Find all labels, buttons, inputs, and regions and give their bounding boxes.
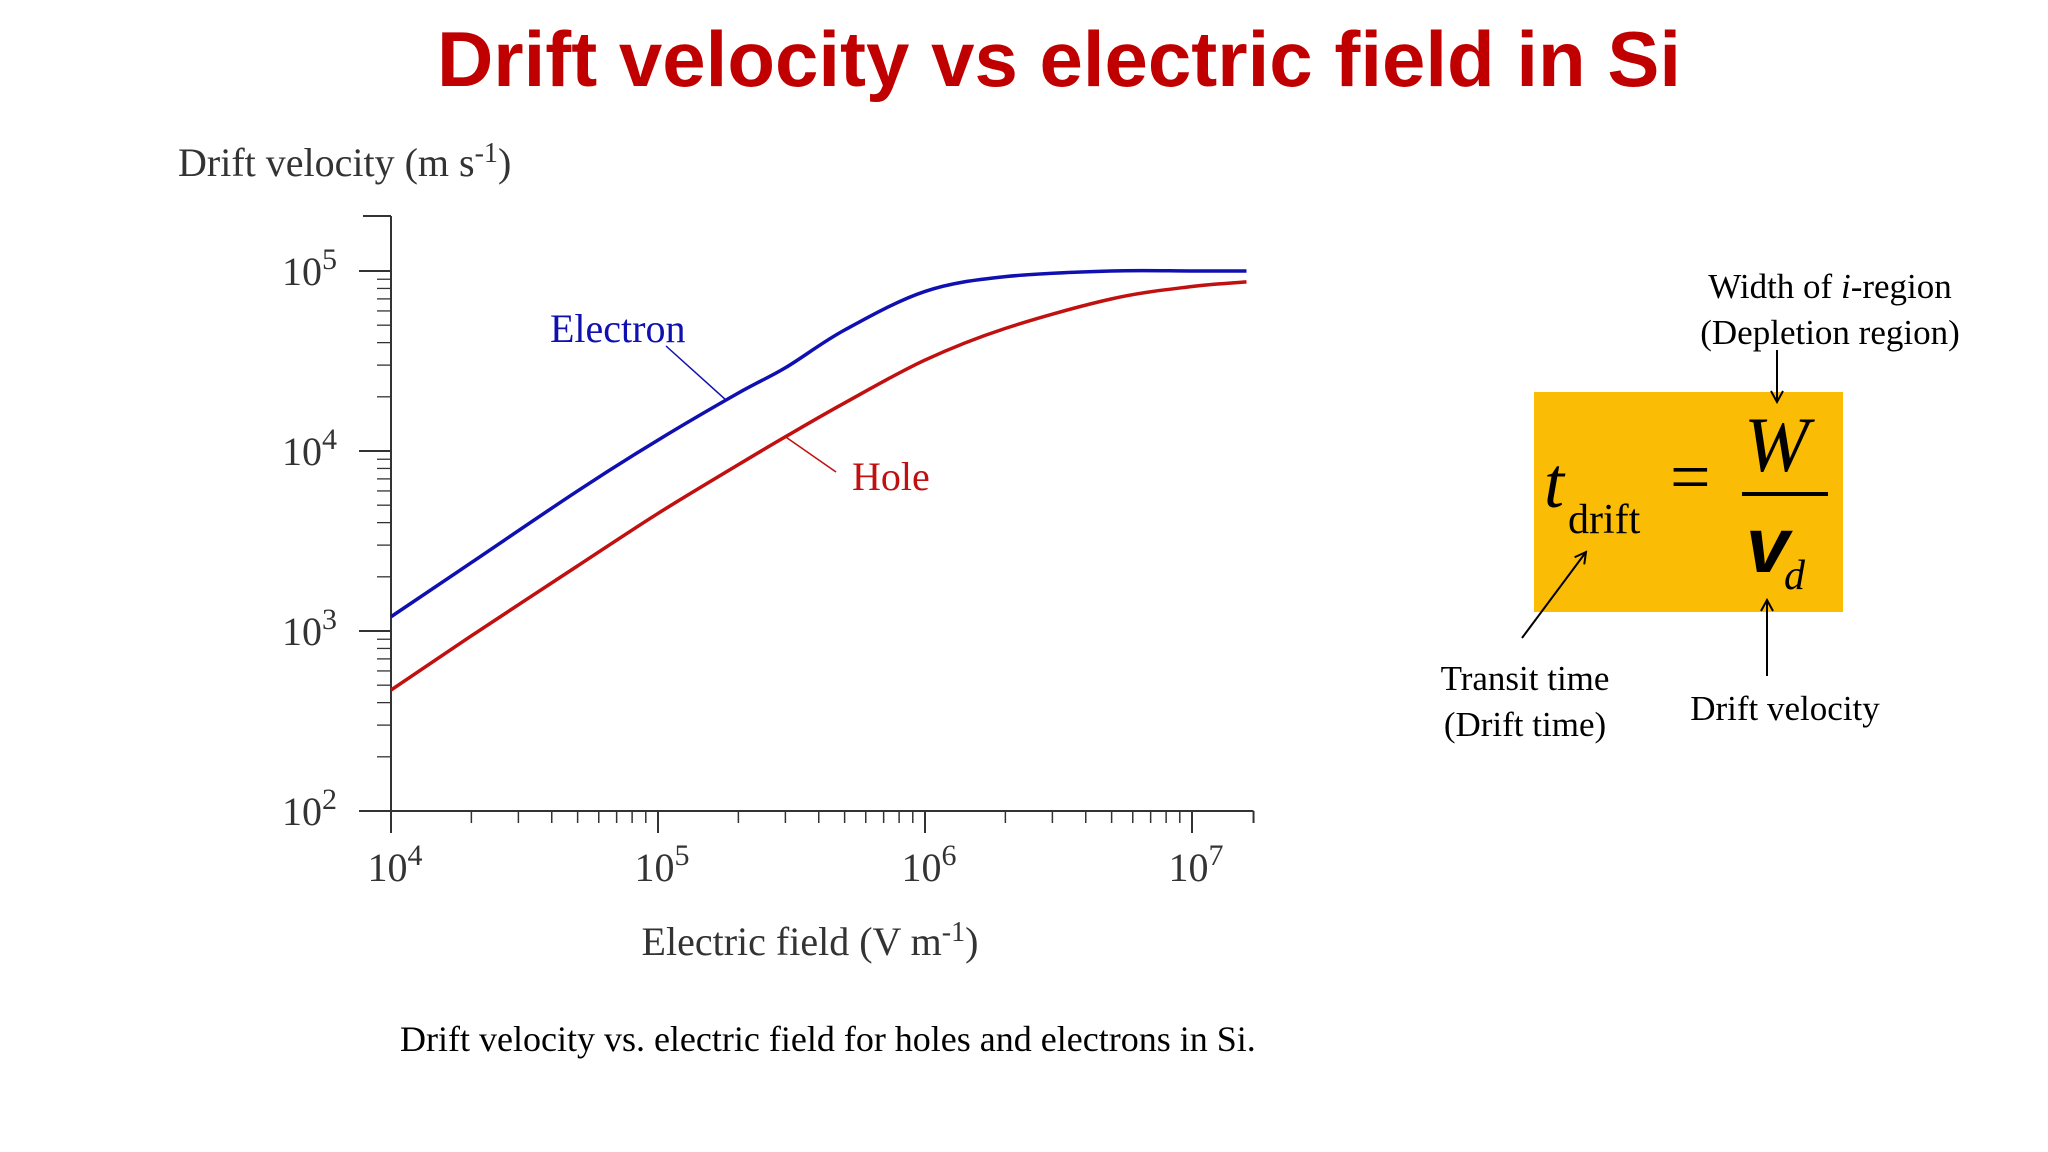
width-of-i-region-label: Width of i-region (Depletion region) bbox=[1660, 264, 2000, 356]
y-tick-label: 104 bbox=[282, 423, 337, 474]
hole-label: Hole bbox=[852, 454, 930, 499]
formula-numerator-w: W bbox=[1744, 401, 1809, 488]
figure-caption: Drift velocity vs. electric field for ho… bbox=[400, 1019, 1256, 1059]
y-axis-label: Drift velocity (m s-1) bbox=[178, 138, 511, 185]
transit-time-label: Transit time (Drift time) bbox=[1400, 656, 1650, 748]
x-axis-label: Electric field (V m-1) bbox=[642, 917, 979, 964]
series-line-hole bbox=[390, 280, 1247, 692]
slide-title: Drift velocity vs electric field in Si bbox=[436, 15, 1682, 103]
formula-d-subscript: d bbox=[1784, 553, 1805, 599]
x-tick-label: 105 bbox=[635, 839, 690, 890]
formula-drift-subscript: drift bbox=[1568, 497, 1641, 543]
width-label-part2: -region bbox=[1850, 267, 1952, 306]
formula-equals: = bbox=[1670, 437, 1711, 517]
series-line-electron bbox=[390, 268, 1247, 619]
y-tick-label: 103 bbox=[282, 603, 337, 654]
y-tick-label: 105 bbox=[282, 243, 337, 294]
x-tick-label: 106 bbox=[902, 839, 957, 890]
drift-velocity-text: Drift velocity bbox=[1690, 689, 1880, 728]
transit-time-line1: Transit time bbox=[1440, 659, 1610, 698]
hole-leader-line bbox=[784, 436, 837, 473]
formula-denominator-v: v bbox=[1746, 501, 1790, 589]
width-label-i: i bbox=[1840, 267, 1851, 306]
electron-label: Electron bbox=[550, 306, 686, 351]
transit-time-line2: (Drift time) bbox=[1443, 705, 1607, 744]
formula-t: t bbox=[1544, 443, 1565, 523]
x-tick-label: 104 bbox=[368, 839, 423, 890]
x-tick-label: 107 bbox=[1169, 839, 1224, 890]
drift-velocity-label: Drift velocity bbox=[1660, 686, 1910, 732]
y-tick-label: 102 bbox=[282, 783, 337, 834]
depletion-region-label: (Depletion region) bbox=[1700, 313, 1960, 352]
drift-time-formula: t drift = W v d bbox=[1534, 392, 1843, 612]
electron-leader-line bbox=[665, 345, 727, 401]
formula-fraction-bar bbox=[1742, 492, 1828, 496]
width-label-part1: Width of bbox=[1708, 267, 1841, 306]
